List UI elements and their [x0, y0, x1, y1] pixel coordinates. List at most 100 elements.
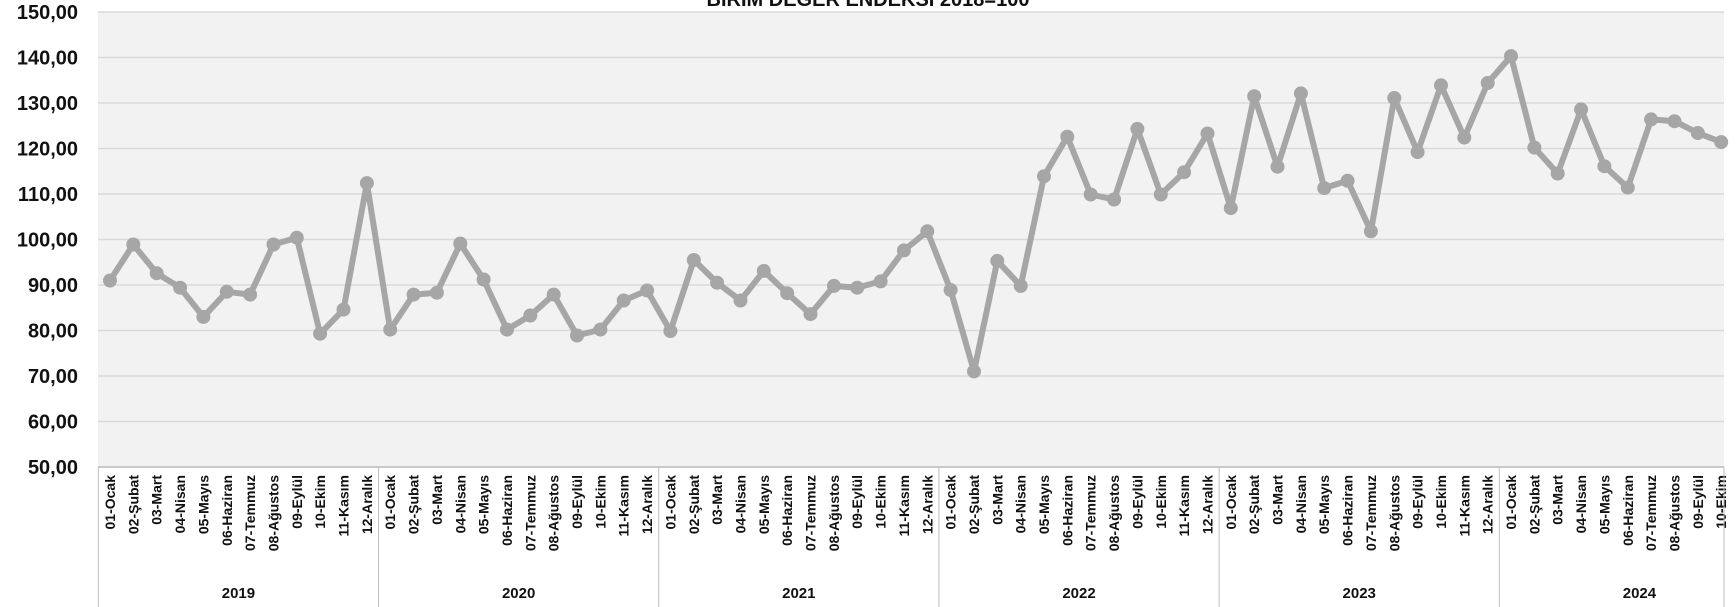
data-point [1013, 278, 1028, 293]
y-tick-label: 130,00 [17, 93, 78, 115]
x-tick-label: 02-Şubat [686, 475, 702, 534]
data-point [126, 237, 141, 252]
x-tick-label: 08-Ağustos [826, 475, 842, 551]
x-tick-label: 12-Aralık [1199, 475, 1215, 534]
data-point [1387, 91, 1402, 105]
x-tick-label: 11-Kasım [1176, 475, 1192, 536]
data-point [1597, 159, 1612, 174]
data-point [1690, 126, 1705, 140]
data-point [1340, 173, 1355, 188]
x-tick-label: 09-Eylül [289, 475, 305, 529]
data-point [710, 275, 725, 290]
x-tick-label: 12-Aralık [919, 475, 935, 534]
x-tick-label: 08-Ağustos [546, 475, 562, 551]
data-point [313, 326, 328, 341]
data-point [453, 236, 468, 251]
data-point [896, 243, 911, 258]
data-point [920, 224, 935, 239]
data-point [500, 322, 514, 337]
x-tick-label: 08-Ağustos [1666, 475, 1682, 551]
y-tick-label: 120,00 [17, 139, 78, 161]
data-point [429, 285, 444, 300]
data-point [967, 364, 981, 379]
y-tick-label: 100,00 [17, 230, 78, 252]
data-point [1153, 187, 1168, 202]
data-point [593, 322, 608, 337]
data-point [1410, 145, 1425, 160]
x-tick-label: 06-Haziran [1059, 475, 1075, 546]
data-point [1527, 140, 1542, 155]
x-tick-label: 05-Mayıs [195, 475, 211, 534]
year-label: 2022 [1062, 585, 1095, 602]
x-tick-label: 09-Eylül [569, 475, 585, 529]
x-tick-label: 07-Temmuz [1643, 475, 1659, 551]
x-tick-label: 07-Temmuz [803, 475, 819, 551]
x-tick-label: 03-Mart [149, 475, 165, 525]
x-tick-label: 05-Mayıs [756, 475, 772, 534]
data-point [289, 230, 304, 245]
x-tick-label: 06-Haziran [779, 475, 795, 546]
year-label: 2023 [1343, 585, 1376, 602]
x-tick-label: 10-Ekim [1713, 475, 1729, 529]
year-label: 2024 [1623, 585, 1657, 602]
x-tick-label: 05-Mayıs [1596, 475, 1612, 534]
data-point [826, 278, 841, 293]
data-points [103, 49, 1729, 379]
x-tick-label: 11-Kasım [896, 475, 912, 536]
x-tick-label: 04-Nisan [452, 475, 468, 533]
y-tick-label: 50,00 [28, 457, 78, 479]
data-point [1177, 165, 1192, 180]
x-tick-label: 08-Ağustos [1106, 475, 1122, 551]
x-tick-label: 06-Haziran [499, 475, 515, 546]
x-axis: 01-Ocak 02-Şubat 03-Mart 04-Nisan 05-Mayıs 06… [97, 466, 1729, 607]
data-point [640, 283, 655, 298]
y-tick-label: 70,00 [28, 366, 78, 388]
x-tick-label: 12-Aralık [1480, 475, 1496, 534]
y-tick-label: 80,00 [28, 321, 78, 343]
data-point [616, 293, 631, 308]
x-tick-label: 01-Ocak [102, 475, 118, 530]
x-tick-label: 03-Mart [429, 475, 445, 525]
data-point [1620, 180, 1635, 195]
x-tick-label: 05-Mayıs [476, 475, 492, 534]
x-tick-label: 09-Eylül [1410, 475, 1426, 529]
x-tick-label: 03-Mart [1550, 475, 1566, 525]
data-point [1270, 159, 1285, 174]
y-tick-label: 140,00 [17, 48, 78, 70]
y-tick-label: 60,00 [28, 412, 78, 434]
year-label: 2020 [502, 585, 535, 602]
x-tick-label: 12-Aralık [359, 475, 375, 534]
data-point [663, 324, 678, 338]
x-tick-label: 05-Mayıs [1316, 475, 1332, 534]
x-tick-label: 09-Eylül [1129, 475, 1145, 529]
gridlines [98, 11, 1724, 468]
x-tick-label: 04-Nisan [1293, 475, 1309, 533]
data-point [1223, 201, 1238, 216]
x-tick-label: 01-Ocak [382, 475, 398, 530]
x-tick-label: 03-Mart [1270, 475, 1286, 525]
data-point [1434, 78, 1448, 93]
x-tick-label: 10-Ekim [592, 475, 608, 529]
x-tick-label: 02-Şubat [966, 475, 982, 534]
data-point [1504, 49, 1518, 64]
data-point [1644, 112, 1659, 127]
chart-title: BİRİM DEĞER ENDEKSİ 2018=100 [707, 0, 1030, 11]
data-point [686, 253, 701, 267]
data-point [990, 253, 1005, 268]
y-tick-label: 150,00 [17, 2, 78, 24]
data-point [733, 293, 748, 308]
x-tick-label: 07-Temmuz [522, 475, 538, 551]
data-point [1037, 169, 1051, 184]
data-point [1714, 135, 1729, 150]
data-point [873, 274, 888, 289]
x-tick-label: 04-Nisan [1573, 475, 1589, 533]
data-point [1107, 192, 1122, 207]
data-point [219, 284, 234, 299]
data-point [570, 328, 584, 343]
x-tick-label: 01-Ocak [662, 475, 678, 530]
x-tick-label: 04-Nisan [1013, 475, 1029, 533]
data-point [243, 287, 258, 302]
data-point [756, 263, 771, 278]
data-point [1293, 86, 1308, 101]
